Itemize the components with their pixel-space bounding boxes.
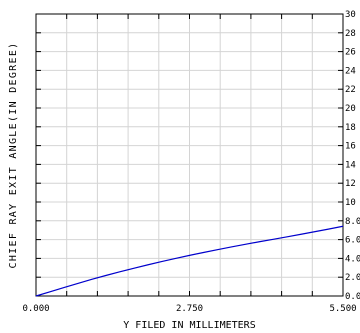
x-tick-label: 2.750 bbox=[176, 304, 203, 314]
x-tick-labels: 0.000 2.750 5.500 bbox=[22, 304, 356, 314]
y-tick-label: 18 bbox=[345, 123, 356, 133]
y-tick-label: 14 bbox=[345, 160, 356, 170]
y-tick-label: 4.0 bbox=[345, 254, 360, 264]
series-group bbox=[35, 225, 344, 297]
grid-lines bbox=[36, 14, 343, 296]
y-tick-label: 16 bbox=[345, 142, 356, 152]
y-tick-label: 30 bbox=[345, 10, 356, 20]
y-tick-label: 6.0 bbox=[345, 236, 360, 246]
y-tick-label: 2.0 bbox=[345, 273, 360, 283]
x-tick-label: 5.500 bbox=[329, 304, 356, 314]
x-tick-label: 0.000 bbox=[22, 304, 49, 314]
y-tick-labels: 0.0 2.0 4.0 6.0 8.0 10 12 14 16 18 20 22 24 26 28 30 bbox=[345, 10, 360, 302]
y-tick-label: 12 bbox=[345, 179, 356, 189]
y-tick-label: 24 bbox=[345, 66, 356, 76]
y-tick-label: 20 bbox=[345, 104, 356, 114]
y-axis-label: CHIEF RAY EXIT ANGLE(IN DEGREE) bbox=[8, 42, 19, 269]
x-axis-label: Y FILED IN MILLIMETERS bbox=[123, 320, 255, 331]
y-tick-label: 8.0 bbox=[345, 217, 360, 227]
axis-ticks bbox=[35, 13, 344, 297]
y-tick-label: 26 bbox=[345, 48, 356, 58]
y-tick-label: 0.0 bbox=[345, 292, 360, 302]
y-tick-label: 10 bbox=[345, 198, 356, 208]
series-line bbox=[35, 225, 344, 297]
y-tick-label: 22 bbox=[345, 85, 356, 95]
y-tick-label: 28 bbox=[345, 29, 356, 39]
